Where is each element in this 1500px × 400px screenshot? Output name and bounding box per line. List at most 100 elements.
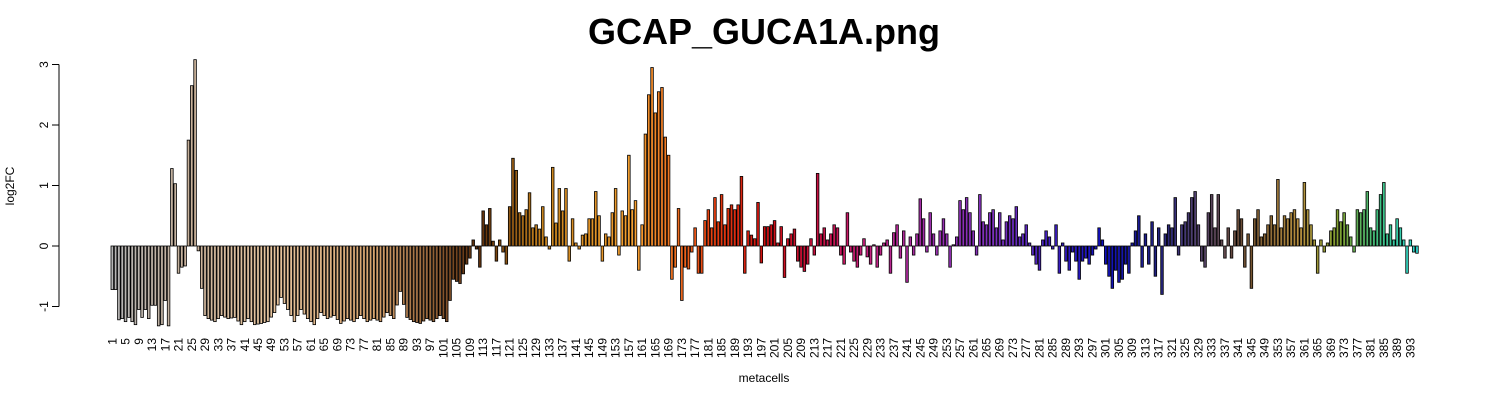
x-tick-label: 85 <box>383 338 397 352</box>
x-tick-label: 129 <box>529 338 543 358</box>
bar <box>1166 224 1171 247</box>
x-tick-label: 61 <box>304 338 318 352</box>
bar <box>464 245 469 265</box>
bar <box>865 245 869 258</box>
bar <box>1064 245 1068 262</box>
bar <box>753 238 757 247</box>
bar <box>855 245 860 268</box>
bar <box>902 230 906 247</box>
bar <box>233 245 237 318</box>
bar <box>842 245 846 265</box>
bar <box>1332 227 1336 247</box>
x-tick-label: 369 <box>1324 338 1338 358</box>
bar <box>1299 227 1303 247</box>
bar <box>349 245 353 321</box>
bar <box>1011 218 1015 247</box>
bar <box>925 245 929 253</box>
bar <box>355 245 360 319</box>
x-tick-label: 365 <box>1311 338 1325 358</box>
bar <box>511 157 515 247</box>
bar <box>872 244 876 247</box>
x-tick-label: 273 <box>1006 338 1020 358</box>
bar <box>633 200 638 247</box>
bar <box>1392 239 1396 247</box>
x-tick-label: 293 <box>1072 338 1086 358</box>
x-tick-label: 337 <box>1218 338 1232 358</box>
bar <box>604 233 608 247</box>
bar <box>438 245 442 316</box>
x-tick-label: 389 <box>1390 338 1404 358</box>
bar <box>663 136 667 247</box>
bar <box>584 233 588 247</box>
bar <box>769 224 773 247</box>
bar <box>1044 230 1048 247</box>
bar <box>815 172 820 247</box>
bar <box>196 245 201 252</box>
x-tick-label: 165 <box>648 338 662 358</box>
bar <box>686 245 691 270</box>
bar <box>335 245 340 320</box>
bar <box>120 245 124 319</box>
x-tick-label: 141 <box>569 338 583 358</box>
x-tick-label: 357 <box>1284 338 1298 358</box>
bar <box>749 234 754 247</box>
bar <box>1051 245 1055 250</box>
bar <box>325 245 330 319</box>
bar <box>1292 209 1297 247</box>
bar <box>1193 191 1197 247</box>
bar <box>494 245 499 262</box>
bar <box>567 245 571 262</box>
bar <box>564 188 568 247</box>
bar <box>1007 215 1012 247</box>
bar <box>1315 245 1320 274</box>
bar <box>1060 242 1065 247</box>
x-tick-label: 45 <box>251 338 265 352</box>
bar <box>895 224 899 247</box>
bar <box>1253 218 1257 247</box>
bar <box>541 206 545 247</box>
x-tick-label: 145 <box>582 338 596 358</box>
bar <box>921 218 926 247</box>
bar <box>461 245 465 275</box>
bar <box>551 166 555 247</box>
bar <box>1355 209 1360 247</box>
bar <box>981 221 985 247</box>
x-tick-label: 157 <box>622 338 636 358</box>
bar <box>428 245 432 321</box>
bar <box>1213 227 1217 247</box>
bar <box>570 218 575 247</box>
bar <box>352 245 356 323</box>
x-tick-label: 29 <box>198 338 212 352</box>
bar <box>709 227 714 247</box>
x-tick-label: 193 <box>741 338 755 358</box>
bar <box>527 192 532 247</box>
bar <box>1269 215 1273 247</box>
x-tick-label: 265 <box>980 338 994 358</box>
bar <box>898 245 903 259</box>
bar <box>1143 233 1148 247</box>
bar <box>448 245 452 301</box>
bar <box>127 245 131 318</box>
bar <box>252 245 257 326</box>
bar <box>1047 236 1052 247</box>
y-tick-label: 3 <box>37 61 51 68</box>
bar <box>819 233 823 247</box>
bar <box>1021 233 1025 247</box>
bar <box>984 224 989 247</box>
bar <box>613 188 618 247</box>
bar <box>1087 245 1091 265</box>
bar <box>1097 227 1101 247</box>
bar <box>239 245 244 326</box>
bar <box>915 233 919 247</box>
bar <box>1137 215 1141 247</box>
bar <box>282 245 287 304</box>
bar <box>170 168 174 247</box>
bar <box>729 204 734 247</box>
bar <box>209 245 214 321</box>
bar <box>425 245 429 319</box>
x-tick-label: 333 <box>1205 338 1219 358</box>
x-tick-label: 305 <box>1112 338 1126 358</box>
x-tick-label: 113 <box>476 338 490 357</box>
bar <box>1279 227 1283 247</box>
bar <box>223 245 227 318</box>
